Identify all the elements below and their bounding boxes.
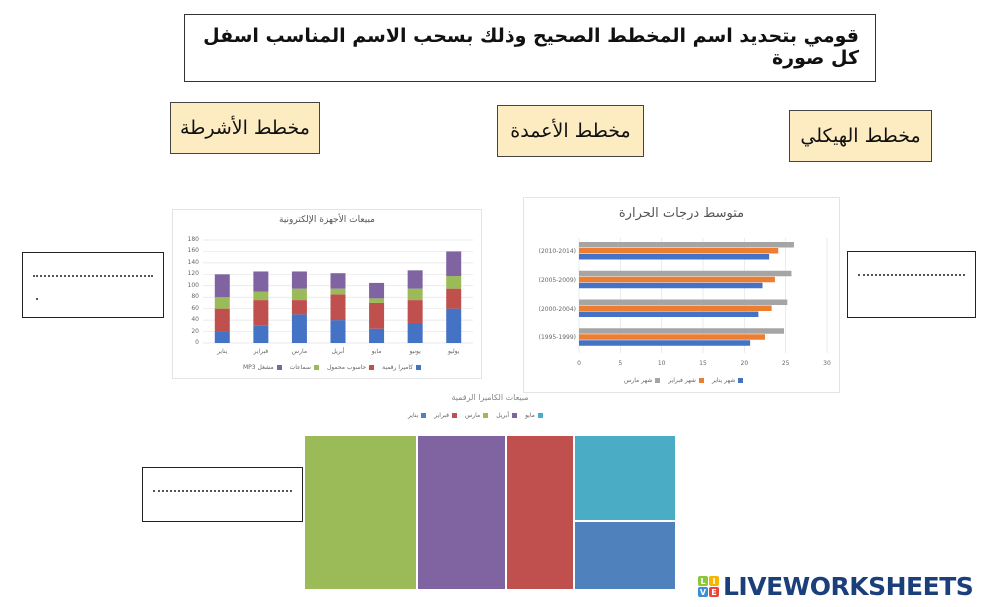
legend-swatch-icon [537,413,543,418]
legend-item: شهر فبراير [668,377,704,384]
chart-title: متوسط درجات الحرارة [618,206,745,221]
horizontal-bar-chart: متوسط درجات الحرارة شهر يناير شهر فبراير… [523,197,840,393]
y-tick-label: 180 [187,236,199,243]
legend-item: يناير [408,412,427,419]
legend-item: حاسوب محمول [327,364,375,371]
legend-swatch-icon [512,413,518,418]
x-tick-label: 20 [740,360,749,367]
legend-swatch-icon [369,365,375,370]
treemap-tile-april [418,436,505,589]
chart-legend: مايو أبريل مارس فبراير يناير [408,412,543,419]
legend-item: شهر يناير [712,377,744,384]
legend-swatch-icon [276,365,282,370]
treemap-tile-january [575,522,675,589]
legend-swatch-icon [483,413,489,418]
answer-placeholder-dots [858,274,965,276]
x-category-label: يناير [217,348,228,355]
x-tick-label: 5 [618,360,623,367]
x-tick-label: 25 [781,360,790,367]
x-tick-label: 0 [577,360,581,367]
x-category-label: أبريل [331,348,345,355]
answer-drop-box-bottom[interactable] [142,467,303,522]
x-category-label: مايو [371,348,382,355]
chart-legend: كاميرا رقمية حاسوب محمول سماعات مشغل MP3 [243,364,422,371]
answer-drop-box-right[interactable] [847,251,976,318]
x-category-label: يوليو [447,348,460,355]
stacked-column-chart: مبيعات الأجهزة الإلكترونية كاميرا رقمية … [172,209,482,379]
answer-placeholder-dot [36,298,38,300]
label-card-treemap[interactable]: مخطط الهيكلي [789,110,932,162]
treemap-tile-may [575,436,675,520]
y-category-label: (2010-2014) [538,248,576,255]
chart-title: مبيعات الكاميرا الرقمية [451,393,529,402]
answer-placeholder-dots [153,490,292,492]
y-tick-label: 80 [191,293,199,301]
legend-item: فبراير [434,412,457,419]
y-tick-label: 140 [187,258,199,266]
x-tick-label: 15 [699,360,707,367]
legend-item: سماعات [290,364,319,371]
legend-item: مايو [525,412,543,419]
legend-swatch-icon [698,378,704,383]
legend-item: مارس [465,412,489,419]
y-tick-label: 20 [191,327,199,335]
horizontal-bar-plot [578,238,828,353]
x-category-label: يونيو [409,348,421,355]
legend-item: شهر مارس [624,377,661,384]
legend-swatch-icon [738,378,744,383]
logo-text: LIVEWORKSHEETS [723,572,974,601]
legend-item: مشغل MP3 [243,364,282,371]
y-tick-label: 0 [195,339,199,346]
chart-legend: شهر يناير شهر فبراير شهر مارس [624,377,744,384]
legend-swatch-icon [313,365,319,370]
answer-drop-box-left[interactable] [22,252,164,318]
y-tick-label: 160 [187,247,199,255]
y-category-label: (1995-1999) [538,334,576,342]
x-tick-label: 10 [657,360,666,367]
legend-swatch-icon [421,413,427,418]
y-tick-label: 120 [187,270,199,278]
legend-item: كاميرا رقمية [382,364,422,371]
y-category-label: (2000-2004) [538,305,576,313]
legend-swatch-icon [655,378,661,383]
stacked-column-plot [203,239,473,344]
y-category-label: (2005-2009) [538,276,576,284]
legend-swatch-icon [416,365,422,370]
live-logo-icon: L I V E [698,576,719,597]
y-tick-label: 100 [187,281,199,289]
treemap-tile-february [507,436,573,589]
legend-item: أبريل [496,412,518,419]
instruction-box: قومي بتحديد اسم المخطط الصحيح وذلك بسحب … [184,14,876,82]
chart-title: مبيعات الأجهزة الإلكترونية [279,215,375,225]
answer-placeholder-dots [33,275,153,277]
treemap-tile-march [305,436,416,589]
treemap-chart: مبيعات الكاميرا الرقمية مايو أبريل مارس … [300,390,680,595]
x-tick-label: 30 [823,360,831,367]
x-category-label: فبراير [253,348,269,355]
y-tick-label: 40 [191,316,199,324]
instruction-text: قومي بتحديد اسم المخطط الصحيح وذلك بسحب … [203,25,859,69]
label-card-columns[interactable]: مخطط الأعمدة [497,105,644,157]
label-card-bars[interactable]: مخطط الأشرطة [170,102,320,154]
y-tick-label: 60 [191,304,199,312]
legend-swatch-icon [451,413,457,418]
x-category-label: مارس [291,348,308,355]
liveworksheets-logo: L I V E LIVEWORKSHEETS [698,572,974,601]
